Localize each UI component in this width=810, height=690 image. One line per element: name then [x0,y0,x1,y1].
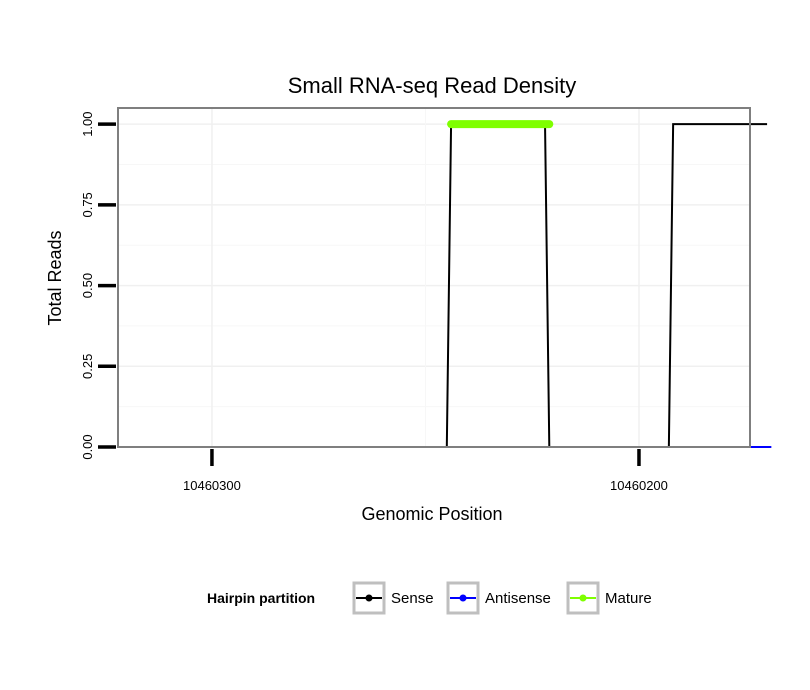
grid-layer [118,108,750,448]
y-axis: 0.00 0.25 0.50 0.75 1.00 [80,111,116,460]
y-axis-title: Total Reads [45,230,65,325]
legend-entry-mature: Mature [566,581,652,615]
legend-key-point [365,594,373,602]
y-tick-label: 0.00 [80,434,95,459]
legend: Hairpin partition Sense Antisense Mature [207,581,652,615]
x-tick-label: 10460200 [610,478,668,493]
y-tick-label: 0.50 [80,273,95,298]
y-tick-label: 1.00 [80,111,95,136]
legend-label: Mature [605,590,652,607]
y-tick-label: 0.25 [80,354,95,379]
plot-panel-border [117,107,751,448]
legend-label: Sense [391,590,434,607]
x-tick-label: 10460300 [183,478,241,493]
legend-entry-sense: Sense [352,581,434,615]
legend-title: Hairpin partition [207,590,315,606]
legend-key-point [459,594,467,602]
series-line-sense [130,123,768,448]
legend-key-point [579,594,587,602]
x-axis: 10460300 10460200 [183,449,668,493]
legend-label: Antisense [485,590,551,607]
y-tick-label: 0.75 [80,192,95,217]
chart-title: Small RNA-seq Read Density [288,73,577,98]
legend-entry-antisense: Antisense [446,581,551,615]
legend-entries: Sense Antisense Mature [352,581,652,615]
x-axis-title: Genomic Position [361,504,502,524]
